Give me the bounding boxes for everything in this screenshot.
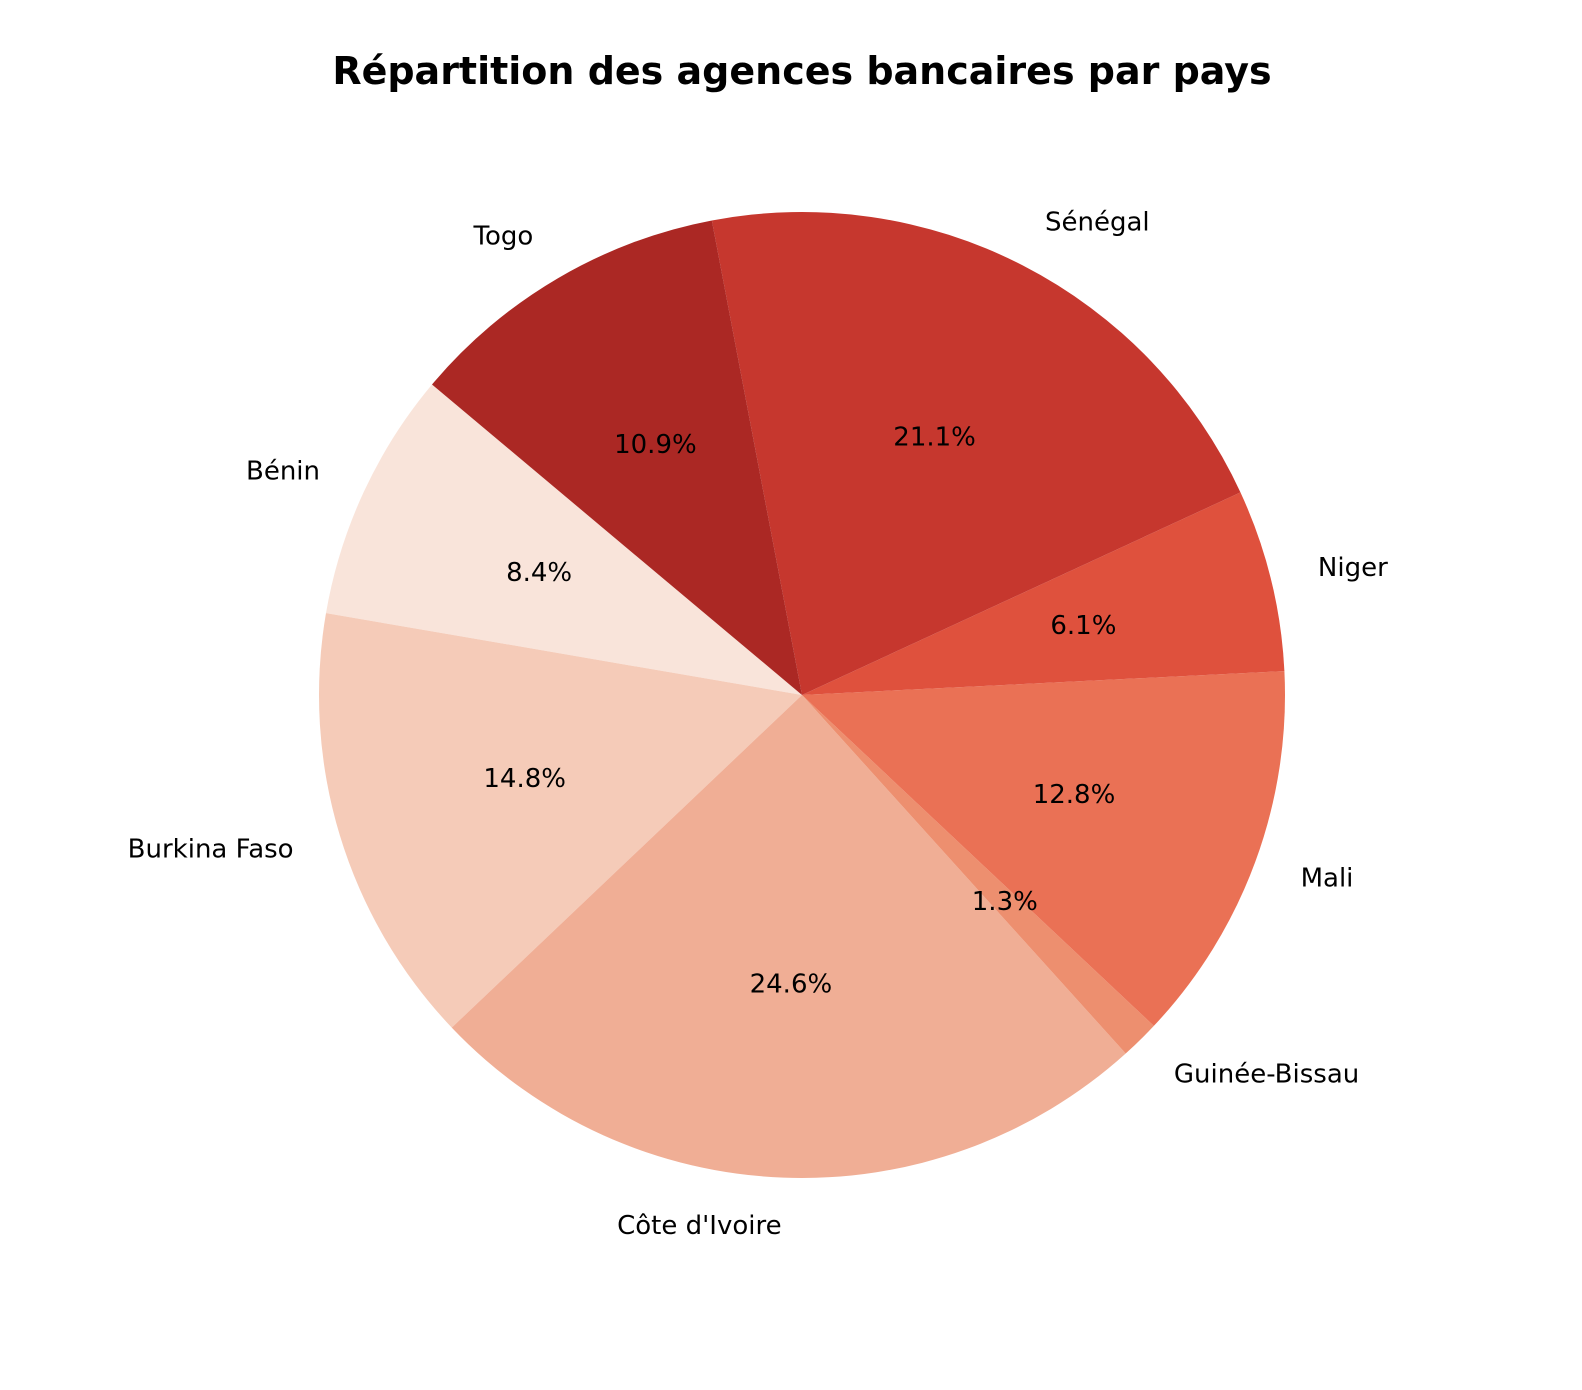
pie-slice-cote-d-ivoire	[451, 695, 1126, 1179]
pie-slice-niger	[802, 492, 1285, 695]
chart-title: Répartition des agences bancaires par pa…	[332, 49, 1271, 93]
slice-label-benin: Bénin	[246, 457, 320, 487]
slice-label-senegal: Sénégal	[1045, 208, 1150, 238]
pie-slice-guinee-bissau	[802, 695, 1154, 1054]
pie-slice-benin	[325, 384, 802, 695]
slice-label-burkina-faso: Burkina Faso	[128, 834, 294, 864]
slice-label-guinee-bissau: Guinée-Bissau	[1174, 1060, 1359, 1090]
pie-slice-togo	[432, 220, 802, 696]
slice-label-niger: Niger	[1318, 553, 1388, 583]
pie-slice-mali	[802, 671, 1286, 1026]
percent-label-senegal: 21.1%	[893, 422, 976, 452]
slice-label-mali: Mali	[1301, 864, 1354, 894]
slice-label-togo: Togo	[473, 222, 534, 252]
pie-slice-senegal	[711, 211, 1241, 695]
pie-slices	[318, 211, 1286, 1179]
percent-label-guinee-bissau: 1.3%	[972, 887, 1038, 917]
percent-label-cote-d-ivoire: 24.6%	[750, 970, 833, 1000]
percent-label-niger: 6.1%	[1050, 611, 1116, 641]
pie-labels: Bénin 8.4% Burkina Faso 14.8% Côte d'Ivoire 2…	[128, 208, 1388, 1241]
percent-label-mali: 12.8%	[1033, 780, 1116, 810]
percent-label-benin: 8.4%	[506, 558, 572, 588]
pie-slice-burkina-faso	[318, 613, 802, 1028]
percent-label-burkina-faso: 14.8%	[483, 764, 566, 794]
percent-label-togo: 10.9%	[614, 430, 697, 460]
slice-label-cote-d-ivoire: Côte d'Ivoire	[617, 1211, 781, 1241]
